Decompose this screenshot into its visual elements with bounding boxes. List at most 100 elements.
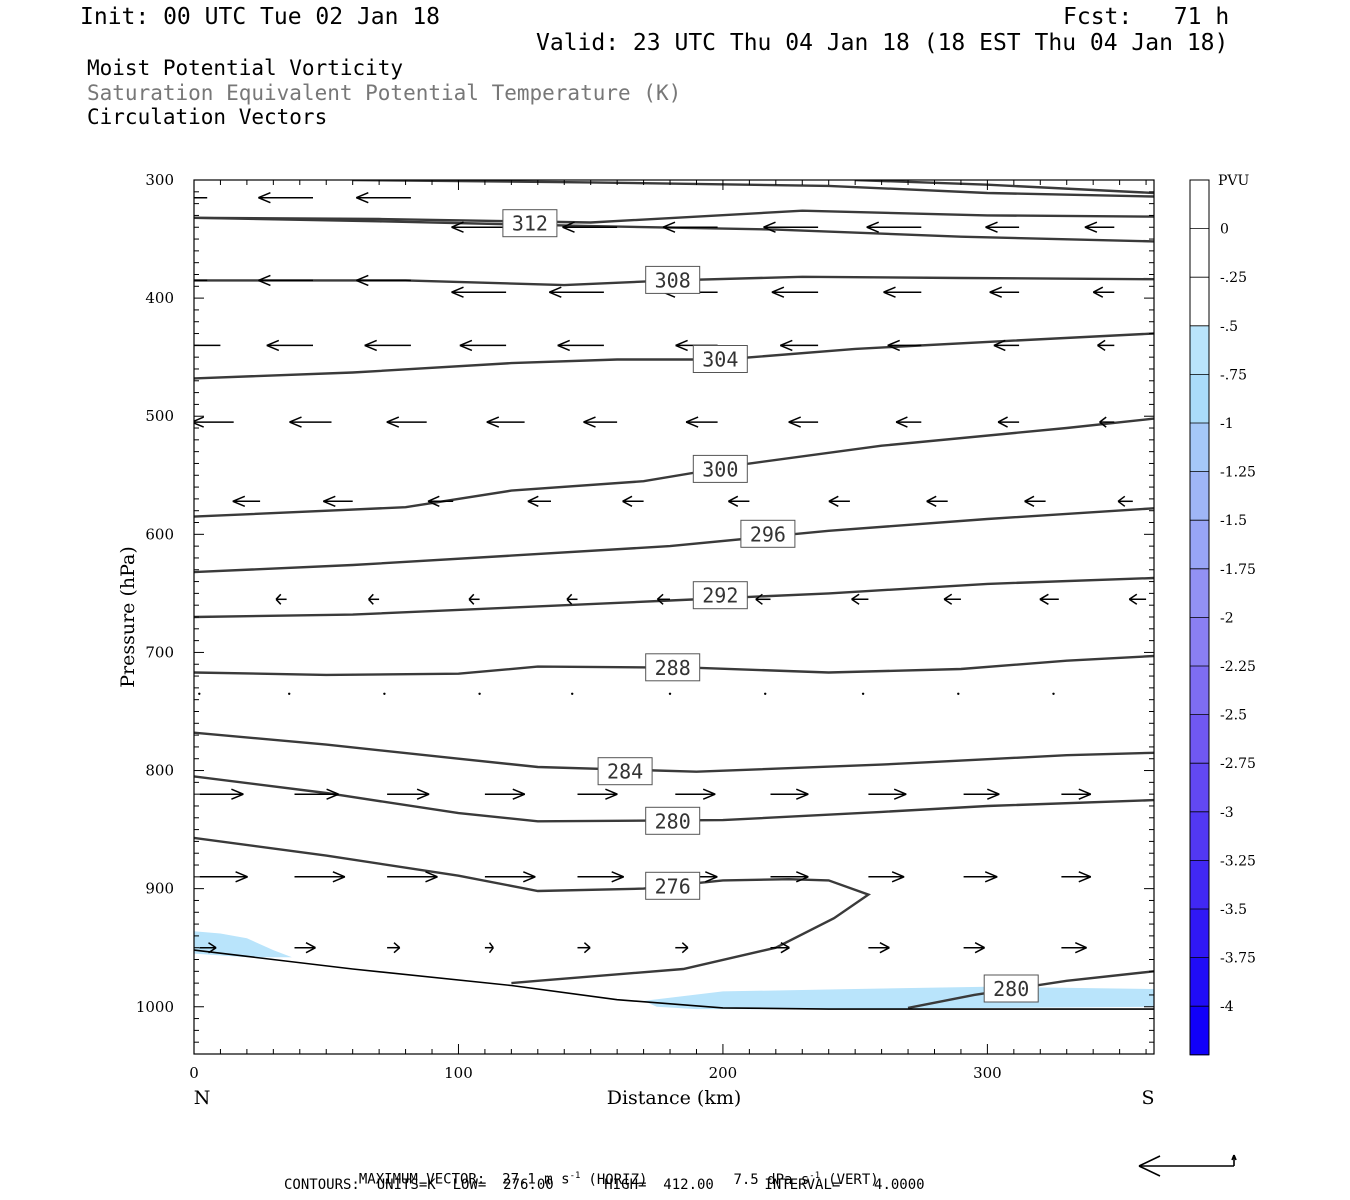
circulation-vector bbox=[583, 416, 618, 428]
circulation-vector bbox=[199, 788, 244, 800]
colorbar-label: -3.75 bbox=[1220, 951, 1256, 967]
circulation-vector bbox=[153, 279, 208, 285]
contour-304-8 bbox=[194, 332, 1154, 380]
vector-head bbox=[523, 876, 536, 883]
vector-head bbox=[997, 421, 1008, 428]
vector-head bbox=[611, 871, 624, 878]
colorbar-label: -.75 bbox=[1220, 367, 1247, 383]
colorbar-cell bbox=[1190, 957, 1209, 1007]
vector-head bbox=[1039, 598, 1049, 605]
circulation-vector bbox=[662, 221, 718, 233]
vector-head bbox=[993, 339, 1006, 347]
pv-shade-1 bbox=[194, 941, 247, 954]
contour-276-0 bbox=[194, 836, 872, 985]
init-time: Init: 00 UTC Tue 02 Jan 18 bbox=[80, 4, 441, 30]
contour-label-box bbox=[692, 345, 748, 373]
circulation-vector bbox=[926, 495, 948, 507]
colorbar-label: -3.25 bbox=[1220, 853, 1256, 869]
vector-head bbox=[364, 344, 377, 352]
vector-head bbox=[459, 339, 473, 347]
circulation-vector bbox=[728, 495, 750, 507]
circulation-vector bbox=[387, 942, 401, 954]
vector-head bbox=[866, 226, 879, 233]
vector-head bbox=[895, 416, 908, 423]
vector-head bbox=[323, 495, 336, 502]
vector-head bbox=[386, 421, 400, 428]
reference-vector-icon bbox=[1138, 1154, 1237, 1177]
valid-time: Valid: 23 UTC Thu 04 Jan 18 (18 EST Thu … bbox=[536, 30, 1229, 56]
circulation-vector bbox=[427, 495, 454, 507]
colorbar-label: -3 bbox=[1220, 805, 1234, 821]
vector-head bbox=[796, 793, 809, 800]
vector-head bbox=[451, 226, 464, 233]
vector-dot bbox=[571, 692, 574, 695]
vector-head bbox=[356, 197, 369, 204]
vector-head bbox=[681, 947, 689, 954]
field-label-vectors: Circulation Vectors bbox=[87, 105, 328, 129]
vector-head bbox=[985, 226, 998, 233]
circulation-vector bbox=[866, 221, 922, 233]
circulation-vector bbox=[668, 692, 672, 695]
contour-label: 304 bbox=[692, 345, 748, 373]
vector-head bbox=[416, 788, 430, 795]
colorbar-label: -3.5 bbox=[1220, 902, 1247, 918]
circulation-vector bbox=[549, 286, 604, 298]
vector-head bbox=[883, 291, 896, 298]
vector-head bbox=[879, 942, 890, 949]
vector-head bbox=[512, 793, 526, 800]
vector-head bbox=[153, 280, 165, 285]
vector-head bbox=[788, 421, 801, 428]
colorbar-label: -1 bbox=[1220, 416, 1234, 432]
vector-head bbox=[235, 871, 248, 878]
circulation-vector bbox=[963, 942, 985, 954]
forecast-hour: Fcst: 71 h bbox=[1063, 4, 1230, 30]
contour-label-text: 280 bbox=[655, 809, 691, 833]
vector-head bbox=[468, 593, 475, 600]
contour-296-6 bbox=[194, 507, 1154, 574]
contour-label: 292 bbox=[692, 581, 748, 610]
circulation-vector bbox=[198, 692, 201, 695]
contour-label: 312 bbox=[502, 209, 558, 238]
circulation-vector bbox=[1061, 942, 1087, 954]
x-tick-label: 0 bbox=[189, 1064, 199, 1082]
contour-312-10 bbox=[194, 216, 1154, 243]
vector-head bbox=[153, 198, 165, 203]
vector-head bbox=[305, 942, 316, 949]
vector-head bbox=[685, 421, 699, 428]
circulation-vector bbox=[764, 692, 767, 695]
vector-head bbox=[266, 339, 280, 347]
circulation-vector bbox=[266, 339, 313, 352]
vector-dot bbox=[764, 692, 767, 695]
vector-head bbox=[943, 593, 953, 600]
circulation-vector bbox=[675, 788, 716, 800]
contour-label-text: 304 bbox=[702, 348, 738, 372]
circulation-vector bbox=[194, 416, 234, 428]
circulation-vector bbox=[484, 871, 536, 883]
vector-head bbox=[702, 788, 716, 795]
colorbar-label: -1.25 bbox=[1220, 465, 1256, 481]
colorbar-label: -2.25 bbox=[1220, 659, 1256, 675]
circulation-vector bbox=[943, 593, 961, 605]
vector-head bbox=[153, 193, 165, 198]
circulation-vector bbox=[484, 942, 494, 954]
circulation-vector bbox=[622, 495, 644, 507]
circulation-vector bbox=[571, 692, 574, 695]
vector-head bbox=[527, 500, 539, 507]
x-tick-label: 200 bbox=[709, 1064, 738, 1082]
vector-head bbox=[987, 793, 1000, 800]
vector-head bbox=[997, 416, 1008, 423]
colorbar-cell bbox=[1190, 714, 1209, 764]
vector-head bbox=[549, 291, 562, 298]
colorbar-cell bbox=[1190, 423, 1209, 473]
vector-head bbox=[451, 221, 464, 228]
vector-head bbox=[662, 226, 676, 233]
vector-head bbox=[1092, 291, 1104, 298]
colorbar-label: -2 bbox=[1220, 610, 1234, 626]
colorbar-cell bbox=[1190, 471, 1209, 521]
circulation-vector bbox=[963, 788, 1000, 800]
vector-head bbox=[356, 279, 369, 287]
vector-head bbox=[1128, 598, 1138, 605]
circulation-vector bbox=[451, 286, 507, 298]
vector-head bbox=[1078, 871, 1092, 878]
contour-label-box bbox=[692, 454, 748, 483]
